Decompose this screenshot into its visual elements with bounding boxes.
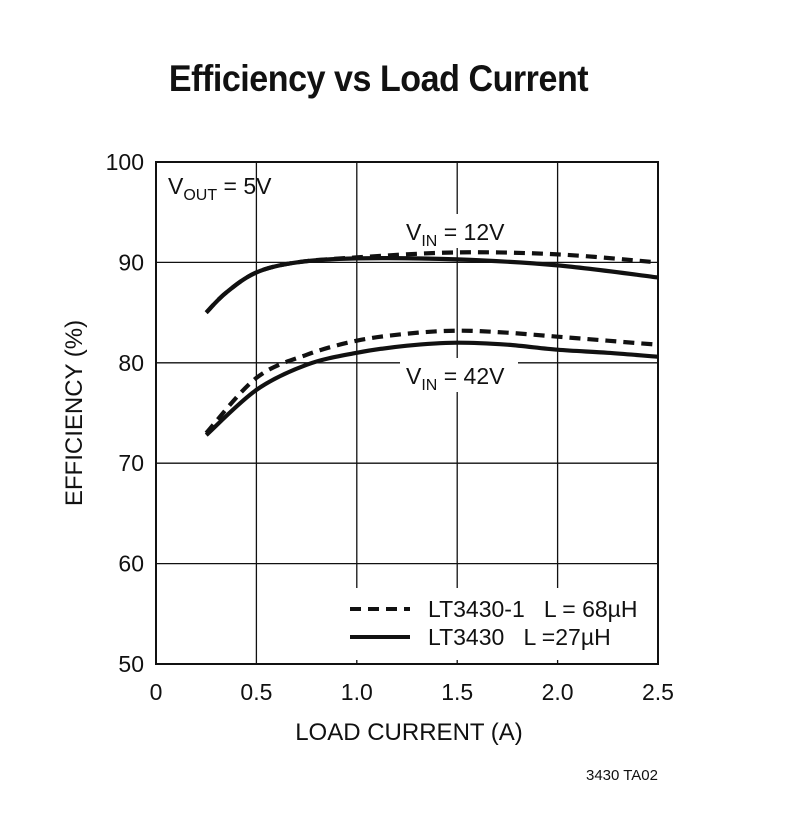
legend-bg: [344, 588, 654, 660]
y-tick-label: 50: [118, 651, 144, 677]
y-tick-label: 60: [118, 551, 144, 577]
series-line-dashed-0: [204, 250, 659, 315]
y-tick-label: 90: [118, 249, 144, 275]
vout-annotation: VOUT = 5V: [168, 173, 272, 204]
y-tick-label: 70: [118, 450, 144, 476]
y-axis-label: EFFICIENCY (%): [61, 320, 88, 506]
vin42-v: V: [406, 363, 422, 389]
legend-label-solid: LT3430 L =27µH: [428, 624, 611, 650]
x-tick-label: 1.5: [441, 679, 473, 705]
vin42-sub: IN: [421, 377, 437, 394]
vin12-label-bg: [400, 214, 518, 248]
figure-id: 3430 TA02: [586, 767, 658, 784]
chart-title: Efficiency vs Load Current: [168, 58, 589, 99]
x-tick-label: 1.0: [341, 679, 373, 705]
series-layer: [204, 250, 659, 437]
vin42-label-bg: [400, 358, 518, 392]
x-tick-label: 0.5: [240, 679, 272, 705]
x-axis-label: LOAD CURRENT (A): [295, 719, 523, 746]
vout-rest: = 5V: [217, 173, 272, 199]
legend: LT3430-1 L = 68µH LT3430 L =27µH: [344, 588, 654, 660]
y-tick-label: 80: [118, 350, 144, 376]
legend-label-dashed: LT3430-1 L = 68µH: [428, 596, 638, 622]
vin12-v: V: [406, 219, 422, 245]
y-tick-label: 100: [106, 149, 144, 175]
vout-sub: OUT: [183, 187, 217, 204]
vin12-rest: = 12V: [437, 219, 505, 245]
series-line-solid-1: [204, 256, 659, 315]
series-line-solid-3: [204, 340, 659, 437]
vin42-annotation: VIN = 42V: [406, 363, 505, 394]
x-tick-label: 2.5: [642, 679, 674, 705]
x-tick-label: 0: [150, 679, 163, 705]
x-tick-label: 2.0: [542, 679, 574, 705]
vin12-annotation: VIN = 12V: [406, 219, 505, 250]
vin42-rest: = 42V: [437, 363, 505, 389]
tick-layer: 0 0.5 1.0 1.5 2.0 2.5 50 60 70 80 90 100: [106, 149, 674, 705]
vin12-sub: IN: [421, 233, 437, 250]
plot-frame: [155, 161, 659, 665]
vout-v: V: [168, 173, 184, 199]
series-line-dashed-2: [204, 328, 659, 435]
